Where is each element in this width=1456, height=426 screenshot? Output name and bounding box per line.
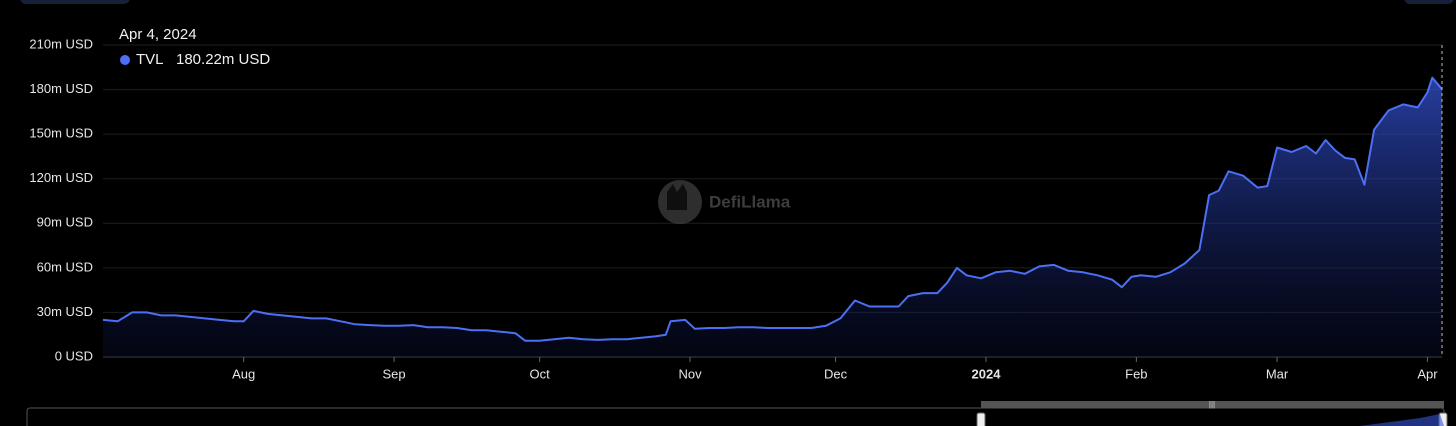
top-button[interactable] bbox=[1404, 0, 1454, 4]
line bbox=[102, 76, 1443, 342]
y-tick-label: 120m USD bbox=[29, 170, 93, 185]
range-slider[interactable] bbox=[26, 407, 1445, 426]
slider-preview bbox=[1360, 414, 1444, 426]
x-tick-label: Feb bbox=[1125, 366, 1147, 381]
plot-area: 0 USD 30m USD 60m USD 90m USD 120m USD 150m U… bbox=[29, 36, 1443, 381]
y-tick-label: 150m USD bbox=[29, 126, 93, 141]
y-tick-label: 210m USD bbox=[29, 36, 93, 51]
watermark-text: DefiLlama bbox=[709, 192, 791, 211]
top-button[interactable] bbox=[20, 0, 130, 4]
x-tick-label: Oct bbox=[530, 366, 551, 381]
x-tick-label: Sep bbox=[383, 366, 406, 381]
x-tick-label: 2024 bbox=[972, 366, 1002, 381]
legend-label: TVL bbox=[136, 51, 164, 68]
slider-grip[interactable]: ||| bbox=[1209, 400, 1215, 409]
x-tick-label: Aug bbox=[232, 366, 255, 381]
watermark: DefiLlama bbox=[658, 180, 791, 224]
tooltip-date: Apr 4, 2024 bbox=[119, 26, 197, 43]
legend-marker bbox=[120, 55, 130, 65]
x-tick-label: Apr bbox=[1417, 366, 1438, 381]
x-tick-label: Mar bbox=[1266, 366, 1289, 381]
area bbox=[103, 77, 1442, 357]
x-tick-label: Dec bbox=[824, 366, 848, 381]
y-tick-label: 60m USD bbox=[37, 259, 93, 274]
y-tick-label: 90m USD bbox=[37, 215, 93, 230]
slider-handle[interactable] bbox=[976, 412, 986, 426]
y-tick-label: 180m USD bbox=[29, 81, 93, 96]
tooltip-value: 180.22m USD bbox=[176, 51, 270, 68]
y-tick-label: 30m USD bbox=[37, 304, 93, 319]
y-tick-label: 0 USD bbox=[55, 348, 93, 363]
x-tick-label: Nov bbox=[678, 366, 702, 381]
range-selection-bar[interactable] bbox=[981, 401, 1444, 408]
